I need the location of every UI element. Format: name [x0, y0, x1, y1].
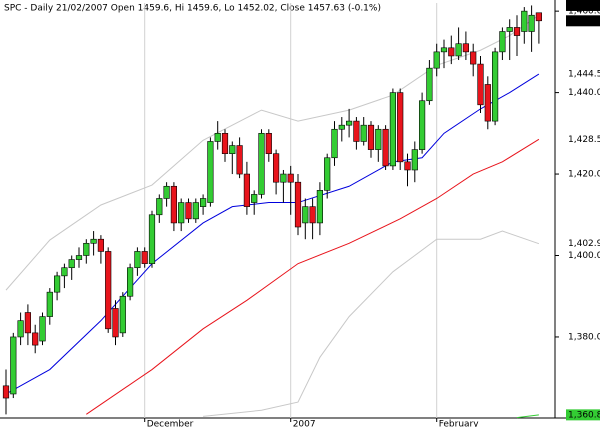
candle-body	[141, 251, 148, 264]
price-label-box	[566, 15, 600, 27]
candle-body	[367, 124, 375, 150]
candle-body	[207, 141, 214, 203]
candle-body	[2, 385, 10, 399]
y-tick-label: 1,460.0	[568, 7, 600, 17]
candle-body	[272, 153, 280, 183]
price-label-box	[566, 0, 600, 11]
candle-body	[258, 133, 265, 195]
candle-body	[528, 14, 535, 32]
candle-body	[24, 312, 32, 334]
candle-body	[214, 133, 221, 142]
candle-body	[499, 31, 506, 53]
indicator-line	[86, 138, 540, 415]
candle-body	[236, 145, 243, 175]
candle-body	[338, 124, 345, 130]
candle-body	[200, 198, 207, 207]
candle-body	[411, 149, 418, 171]
candle-body	[75, 255, 83, 260]
indicator-line	[516, 414, 539, 419]
candle-body	[265, 133, 272, 154]
candle-body	[404, 161, 411, 171]
candle-body	[221, 133, 229, 154]
candle-body	[280, 173, 287, 183]
candle-body	[178, 202, 185, 224]
y-tick-label: 1,400.0	[568, 251, 600, 261]
candle-body	[484, 84, 491, 122]
y-tick-label: 1,380.0	[568, 332, 600, 342]
candle-body	[32, 332, 39, 346]
candle-body	[521, 10, 528, 32]
candle-body	[375, 128, 382, 150]
candle-body	[97, 238, 104, 252]
candle-body	[491, 51, 499, 122]
candle-body	[10, 336, 17, 395]
candle-body	[192, 202, 199, 220]
candle-body	[119, 295, 126, 334]
indicator-line	[5, 14, 540, 291]
candle-body	[389, 92, 397, 167]
candle-body	[156, 198, 163, 216]
candle-body	[53, 275, 61, 293]
price-label: 1,457.63	[568, 16, 600, 26]
candle-body	[535, 12, 542, 22]
candle-body	[61, 267, 68, 277]
candle-body	[470, 51, 477, 65]
indicator-line	[203, 230, 540, 417]
candle-body	[185, 202, 192, 220]
candle-body	[433, 51, 440, 69]
x-tick-label: December	[147, 420, 194, 427]
candle-body	[170, 185, 178, 224]
candle-body	[112, 308, 119, 338]
candle-body	[39, 316, 46, 342]
candle-body	[68, 259, 75, 269]
candle-body	[382, 128, 389, 167]
candle-body	[360, 124, 367, 142]
candle-body	[397, 92, 404, 163]
candle-body	[90, 238, 97, 244]
candle-body	[462, 43, 470, 53]
price-label-box	[566, 409, 600, 421]
price-label: 1,461.4	[568, 1, 600, 11]
candle-body	[440, 47, 448, 53]
chart-title: SPC - Daily 21/02/2007 Open 1459.6, Hi 1…	[4, 4, 381, 14]
price-label: 1,360.87	[568, 410, 600, 420]
candle-body	[134, 251, 141, 269]
y-tick-label: 1,440.0	[568, 88, 600, 98]
candle-body	[455, 43, 462, 57]
x-tick-label: 2007	[293, 420, 316, 427]
candle-body	[83, 242, 90, 256]
x-tick-label: February	[439, 420, 480, 427]
candle-body	[506, 27, 513, 32]
candle-body	[418, 100, 426, 150]
y-tick-label: 1,420.0	[568, 170, 600, 180]
candle-body	[251, 194, 258, 203]
candle-body	[477, 63, 484, 106]
candle-body	[229, 145, 236, 154]
candle-body	[302, 206, 309, 224]
candle-body	[353, 120, 360, 142]
candle-body	[148, 214, 156, 264]
candle-body	[316, 190, 324, 224]
candle-body	[17, 320, 24, 338]
price-label: 1,428.53	[568, 135, 600, 145]
candle-body	[243, 173, 251, 207]
candle-body	[46, 291, 53, 317]
candle-body	[331, 128, 338, 159]
candle-body	[294, 181, 302, 228]
candle-body	[287, 173, 294, 183]
candle-body	[448, 47, 455, 57]
candle-body	[309, 206, 316, 224]
candle-body	[345, 120, 353, 126]
candle-body	[513, 27, 521, 36]
price-label: 1,402.9	[568, 239, 600, 249]
candle-body	[163, 185, 170, 199]
candle-body	[127, 267, 134, 297]
candle-body	[426, 67, 433, 102]
candle-body	[324, 157, 331, 191]
price-label: 1,444.54	[568, 70, 600, 80]
candle-body	[105, 251, 112, 330]
